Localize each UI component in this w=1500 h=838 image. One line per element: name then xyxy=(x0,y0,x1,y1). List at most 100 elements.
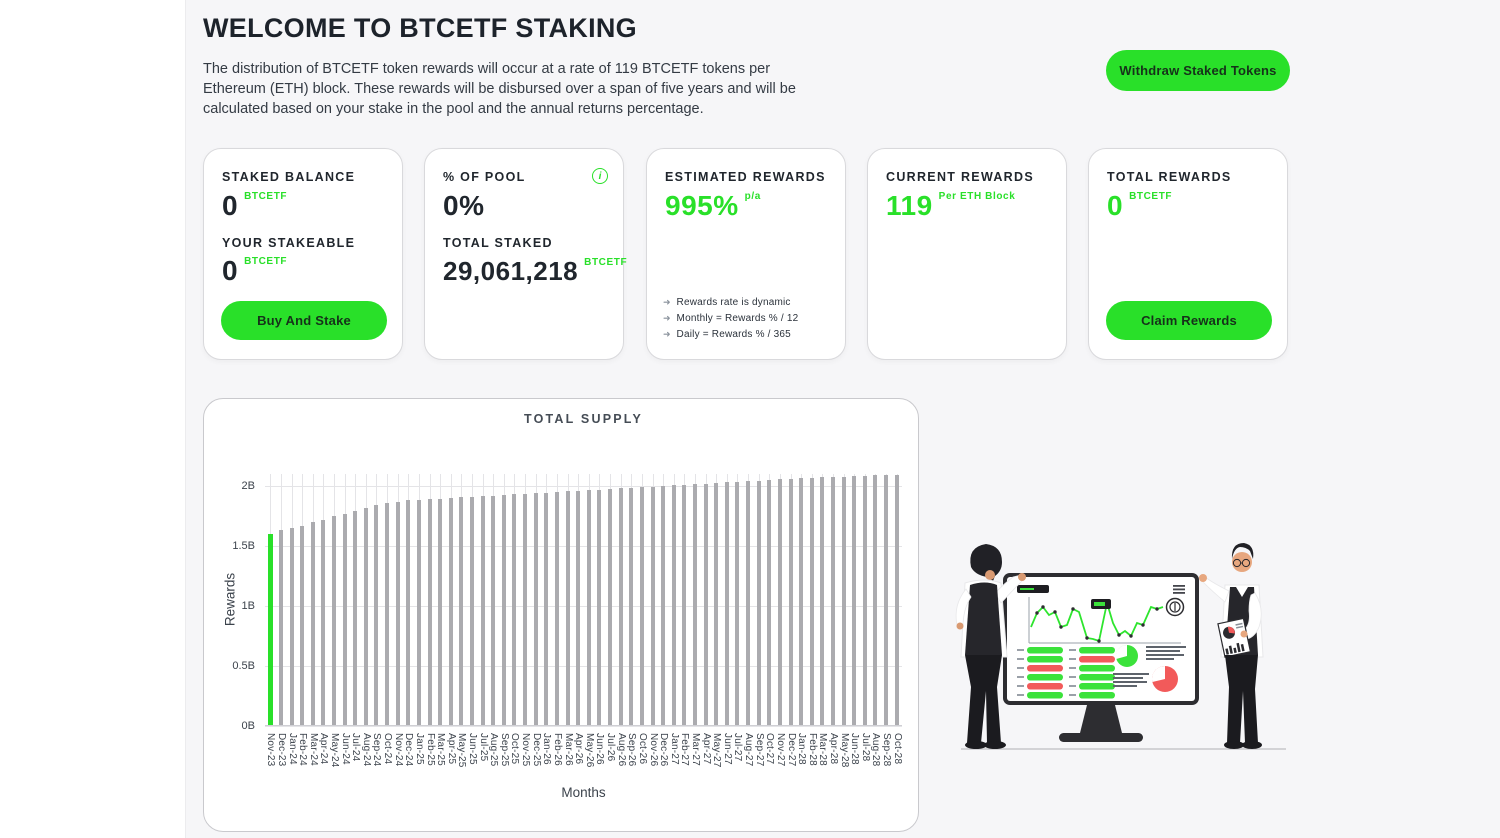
x-tick-label: Jul-28 xyxy=(859,733,871,762)
supply-bar xyxy=(470,496,475,726)
x-tick-label: Feb-25 xyxy=(424,733,436,766)
supply-bar xyxy=(629,487,634,726)
x-tick-label: Oct-24 xyxy=(382,733,394,765)
gridline-horizontal xyxy=(265,546,902,547)
supply-bar xyxy=(830,476,835,726)
withdraw-staked-tokens-button[interactable]: Withdraw Staked Tokens xyxy=(1106,50,1290,91)
supply-bar xyxy=(873,475,878,726)
pie-chart-red-icon xyxy=(1151,665,1178,692)
x-tick-label: Mar-25 xyxy=(435,733,447,766)
x-axis-line xyxy=(265,725,902,726)
supply-bar xyxy=(533,493,538,726)
x-tick-label: Dec-23 xyxy=(275,733,287,767)
supply-bar xyxy=(385,502,390,726)
x-tick-label: Jan-28 xyxy=(796,733,808,765)
your-stakeable-unit: BTCETF xyxy=(244,256,288,267)
supply-bar xyxy=(682,484,687,726)
supply-bar xyxy=(523,493,528,726)
x-tick-label: Aug-28 xyxy=(870,733,882,767)
supply-bar xyxy=(332,516,336,726)
supply-bar xyxy=(862,475,867,726)
x-tick-label: Mar-28 xyxy=(817,733,829,766)
supply-bar xyxy=(735,481,740,726)
supply-bar xyxy=(852,476,857,726)
person-right xyxy=(1199,543,1264,749)
x-tick-label: Nov-27 xyxy=(774,733,786,767)
x-tick-label: Jan-25 xyxy=(413,733,425,765)
mini-line-chart xyxy=(1028,597,1185,644)
supply-bar xyxy=(746,481,751,726)
gridline-horizontal xyxy=(265,666,902,667)
x-tick-label: Jan-27 xyxy=(668,733,680,765)
buy-and-stake-button[interactable]: Buy And Stake xyxy=(221,301,387,340)
supply-bar xyxy=(608,489,613,726)
x-tick-label: Apr-27 xyxy=(700,733,712,765)
estimated-rewards-card: ESTIMATED REWARDS 995% p/a ➜ Rewards rate… xyxy=(646,148,846,360)
supply-bar xyxy=(480,496,485,726)
supply-bar xyxy=(586,490,591,726)
total-rewards-unit: BTCETF xyxy=(1129,191,1173,202)
supply-bar xyxy=(767,480,772,726)
supply-bar xyxy=(692,484,697,726)
supply-bar xyxy=(448,498,453,726)
price-tag-badge xyxy=(1091,599,1111,609)
info-circle-icon[interactable]: i xyxy=(592,168,608,184)
chart-title: TOTAL SUPPLY xyxy=(523,412,643,426)
x-tick-label: Jul-26 xyxy=(605,733,617,762)
supply-bar xyxy=(714,483,719,726)
supply-bar xyxy=(353,511,358,726)
x-tick-label: Jul-25 xyxy=(477,733,489,762)
arrow-right-icon: ➜ xyxy=(663,329,671,339)
note-text: Rewards rate is dynamic xyxy=(676,297,791,308)
coin-icon xyxy=(1165,597,1185,617)
supply-bar xyxy=(618,488,623,726)
x-tick-label: Sep-25 xyxy=(498,733,510,767)
supply-bar xyxy=(671,485,676,726)
current-rewards-unit: Per ETH Block xyxy=(938,191,1016,202)
person-left xyxy=(955,544,1026,749)
x-tick-label: Mar-27 xyxy=(689,733,701,766)
x-tick-label: Oct-27 xyxy=(764,733,776,765)
supply-bar xyxy=(820,477,825,726)
x-tick-label: Jun-25 xyxy=(467,733,479,765)
monitor-icon xyxy=(1003,573,1199,742)
gridline-horizontal xyxy=(265,726,902,727)
supply-bar xyxy=(363,507,368,726)
x-tick-label: Feb-24 xyxy=(297,733,309,766)
total-rewards-title: TOTAL REWARDS xyxy=(1107,170,1232,184)
x-tick-label: Dec-26 xyxy=(658,733,670,767)
your-stakeable-title: YOUR STAKEABLE xyxy=(222,236,356,250)
x-tick-label: Sep-24 xyxy=(371,733,383,767)
pool-card: % OF POOL i 0% TOTAL STAKED 29,061,218 BT… xyxy=(424,148,627,360)
x-tick-label: Feb-28 xyxy=(806,733,818,766)
y-tick-label: 1.5B xyxy=(232,540,255,552)
x-tick-label: Mar-24 xyxy=(307,733,319,766)
supply-bar xyxy=(321,519,326,726)
x-tick-label: Jan-24 xyxy=(286,733,298,765)
x-tick-label: Aug-25 xyxy=(488,733,500,767)
x-tick-label: Aug-26 xyxy=(615,733,627,767)
x-tick-label: May-28 xyxy=(838,733,850,768)
supply-bar xyxy=(565,491,570,726)
pie-chart-green-icon xyxy=(1115,644,1138,667)
supply-bar xyxy=(724,482,729,726)
x-tick-label: Oct-26 xyxy=(636,733,648,765)
supply-bar xyxy=(501,495,506,726)
supply-bar xyxy=(289,528,294,726)
supply-bar xyxy=(395,501,400,726)
estimated-rewards-unit: p/a xyxy=(744,191,761,202)
x-tick-label: Nov-23 xyxy=(265,733,277,767)
supply-bar xyxy=(267,534,273,726)
total-rewards-value: 0 xyxy=(1107,190,1124,221)
x-tick-label: Jun-27 xyxy=(721,733,733,765)
y-tick-label: 2B xyxy=(241,480,255,492)
screen-title-badge xyxy=(1017,585,1049,593)
x-tick-label: Dec-24 xyxy=(403,733,415,767)
dashboard-presentation-illustration xyxy=(955,543,1286,750)
claim-rewards-button[interactable]: Claim Rewards xyxy=(1106,301,1272,340)
x-tick-label: Aug-24 xyxy=(360,733,372,767)
x-tick-label: Apr-26 xyxy=(573,733,585,765)
x-tick-label: Jul-24 xyxy=(350,733,362,762)
supply-bar xyxy=(576,490,581,726)
